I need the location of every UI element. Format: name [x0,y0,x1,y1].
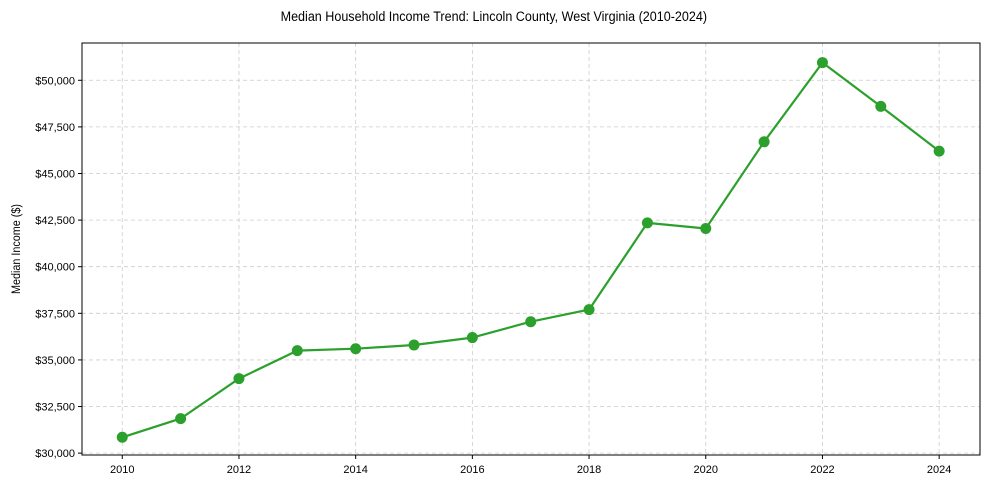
y-tick-label: $40,000 [35,262,75,274]
x-tick-label: 2010 [110,464,134,476]
y-tick-label: $50,000 [35,75,75,87]
data-series [116,57,945,443]
data-point-marker [583,304,595,316]
data-point-marker [875,100,887,112]
y-tick-label: $30,000 [35,448,75,460]
grid-lines [82,43,980,455]
data-point-marker [408,339,420,351]
x-tick-label: 2018 [577,464,601,476]
x-tick-label: 2016 [460,464,484,476]
x-tick-label: 2020 [694,464,718,476]
data-point-marker [816,57,828,69]
y-tick-label: $45,000 [35,168,75,180]
data-point-marker [758,136,770,148]
data-point-marker [641,217,653,229]
y-tick-label: $47,500 [35,122,75,134]
data-point-marker [291,345,303,357]
y-tick-label: $32,500 [35,402,75,414]
y-tick-label: $42,500 [35,215,75,227]
y-tick-label: $35,000 [35,355,75,367]
y-tick-label: $37,500 [35,308,75,320]
y-axis-label: Median Income ($) [11,204,24,294]
series-line [121,61,940,439]
data-point-marker [466,332,478,344]
data-point-marker [350,343,362,355]
x-tick-label: 2022 [810,464,834,476]
x-axis: 2010 2012 2014 2016 2018 2020 2022 2024 [110,455,951,476]
chart-title: Median Household Income Trend: Lincoln C… [280,9,708,24]
data-point-marker [933,145,945,157]
data-point-marker [116,431,128,443]
data-point-marker [233,373,245,385]
x-tick-label: 2024 [927,464,951,476]
plot-frame [81,42,981,456]
data-point-marker [175,413,187,425]
x-tick-label: 2012 [227,464,251,476]
data-point-marker [700,222,712,234]
data-point-marker [525,316,537,328]
y-axis: $30,000 $32,500 $35,000 $37,500 $40,000 $42,5… [35,75,82,460]
x-tick-label: 2014 [343,464,367,476]
